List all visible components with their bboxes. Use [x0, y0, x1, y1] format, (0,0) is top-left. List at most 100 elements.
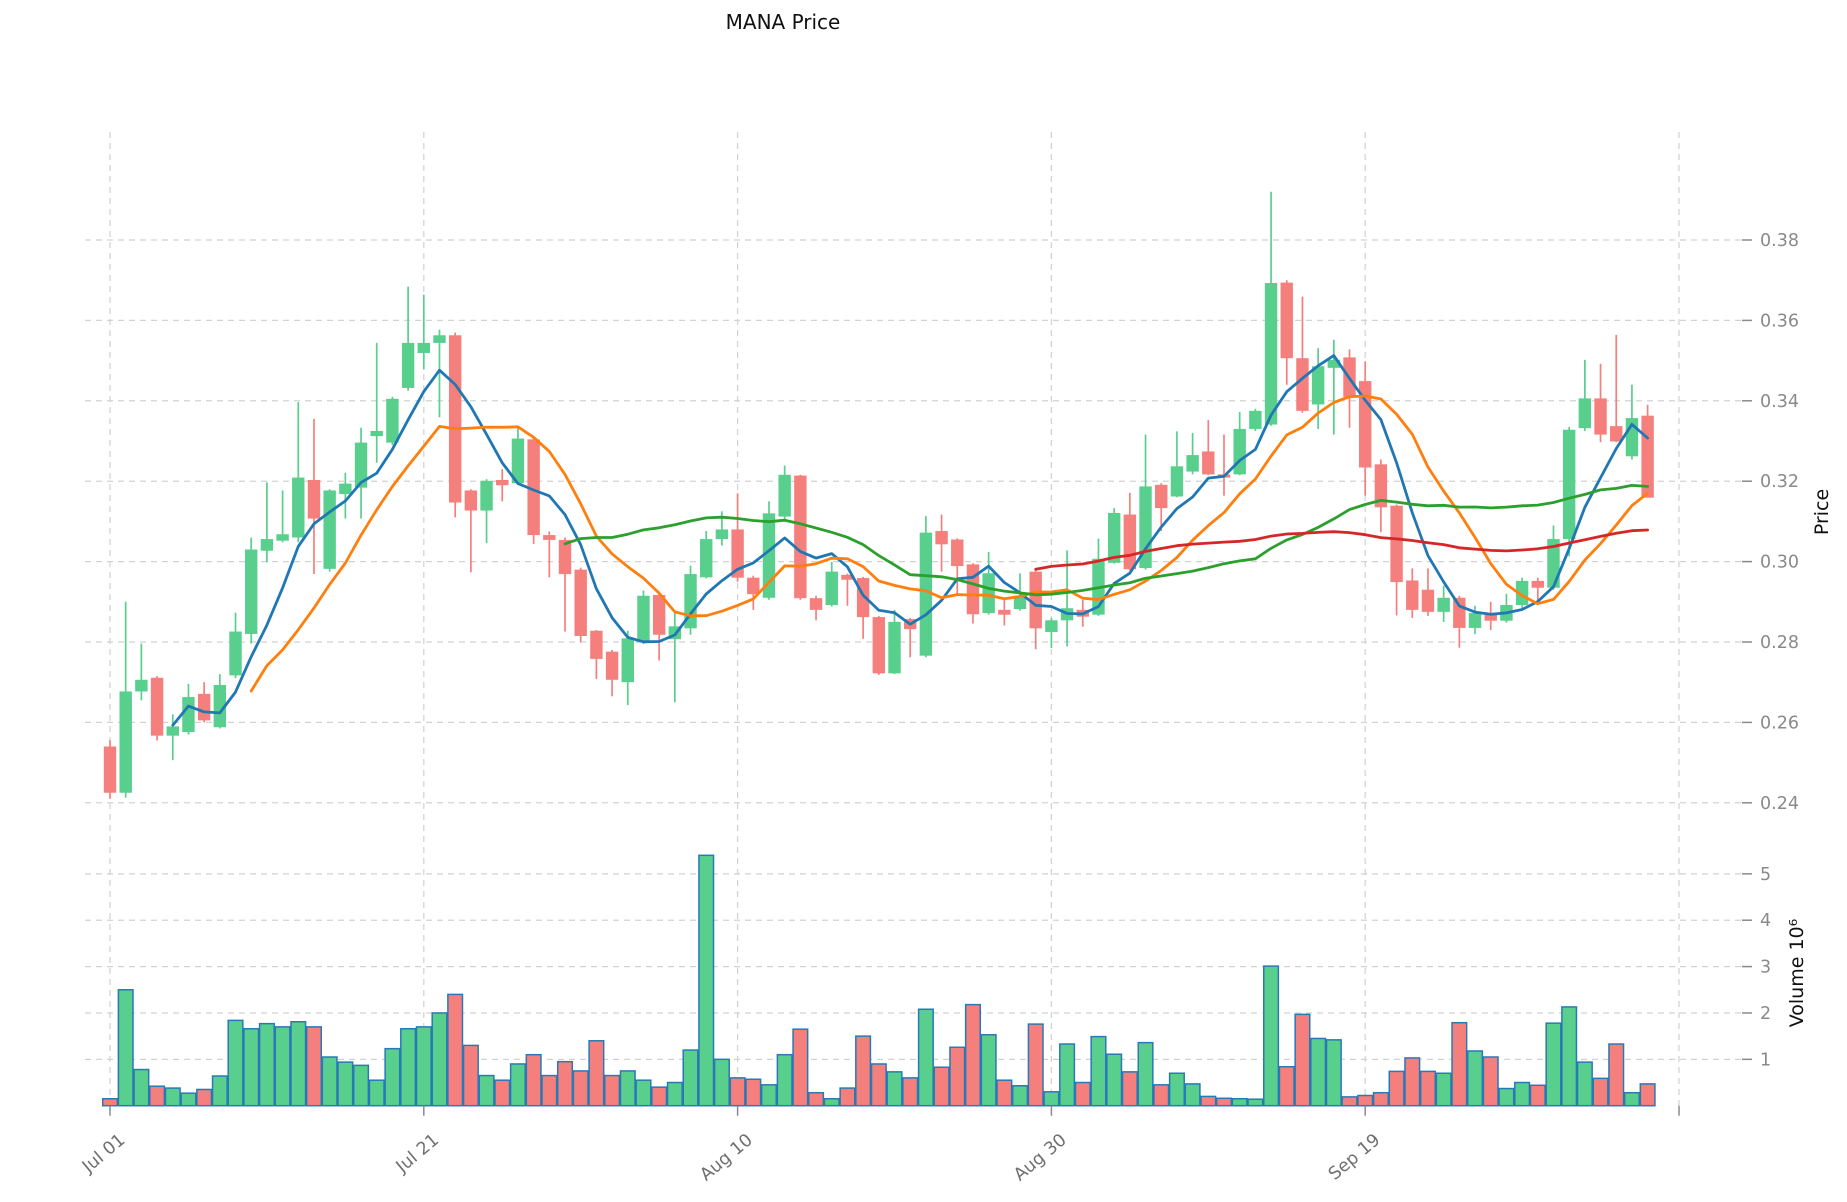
volume-bar — [855, 1035, 872, 1107]
candle-up — [323, 490, 336, 569]
candle-down — [998, 609, 1011, 615]
volume-bar — [478, 1074, 495, 1107]
candle-up — [1013, 595, 1027, 610]
candle-up — [825, 571, 838, 606]
candle-up — [245, 549, 258, 634]
candle-down — [841, 574, 854, 580]
candle-up — [621, 638, 634, 683]
volume-bar — [666, 1081, 683, 1107]
candle-down — [558, 539, 572, 575]
volume-bar — [619, 1070, 636, 1107]
volume-bar — [886, 1071, 903, 1107]
candle-up — [982, 573, 995, 614]
candle-up — [1249, 410, 1262, 429]
volume-bar — [1184, 1083, 1201, 1107]
candle-up — [1170, 466, 1184, 497]
volume-bar — [415, 1026, 432, 1107]
candle-up — [135, 679, 148, 692]
y-tick-label: 0.34 — [1760, 392, 1799, 412]
candle-up — [213, 685, 227, 728]
volume-axis-label: Volume 10⁶ — [1786, 918, 1808, 1028]
x-tick-label: Jul 01 — [78, 1130, 129, 1177]
volume-bar — [196, 1088, 213, 1107]
volume-bar — [1545, 1022, 1562, 1107]
volume-bar — [337, 1061, 354, 1107]
sma60-line — [1034, 528, 1649, 571]
candle-up — [433, 335, 446, 343]
volume-bar — [400, 1027, 417, 1107]
volume-bar — [462, 1044, 479, 1107]
candle-down — [1202, 451, 1215, 475]
candle-up — [511, 438, 525, 484]
y-tick-label: 5 — [1760, 865, 1771, 885]
candle-down — [1406, 580, 1419, 610]
y-tick-label: 0.38 — [1760, 231, 1799, 251]
volume-bar — [211, 1075, 228, 1107]
candle-up — [339, 483, 352, 495]
volume-bar — [949, 1046, 966, 1107]
candle-up — [1515, 580, 1529, 606]
candle-up — [1437, 597, 1450, 612]
candle-up — [637, 595, 650, 643]
volume-bar — [1435, 1072, 1452, 1107]
volume-bar — [1106, 1053, 1123, 1107]
volume-bar — [1153, 1084, 1170, 1107]
candle-down — [935, 531, 948, 545]
volume-bar — [808, 1091, 825, 1107]
volume-bar — [1419, 1070, 1437, 1107]
volume-bar — [290, 1021, 307, 1107]
volume-bar — [447, 993, 464, 1107]
volume-bar — [1357, 1094, 1374, 1107]
volume-bar — [1278, 1065, 1295, 1107]
volume-bar — [604, 1074, 621, 1107]
candle-up — [119, 691, 132, 793]
candle-up — [700, 539, 713, 578]
volume-bar — [682, 1049, 699, 1107]
volume-bar — [572, 1070, 589, 1107]
candle-bodies — [103, 282, 1654, 793]
volume-bar — [776, 1053, 793, 1107]
volume-bar — [1059, 1043, 1076, 1107]
volume-bar — [823, 1097, 840, 1107]
volume-bar — [525, 1053, 542, 1107]
volume-bar — [1090, 1035, 1107, 1107]
y-tick-label: 0.28 — [1760, 633, 1799, 653]
volume-bar — [980, 1034, 997, 1107]
volume-bar — [227, 1019, 244, 1107]
candle-down — [872, 617, 886, 674]
volume-bar — [133, 1068, 150, 1107]
x-axis-ticks: Jul 01 Jul 21 Aug 10 Aug 30 Sep 19 — [78, 1105, 1680, 1185]
candle-down — [527, 439, 540, 536]
candle-up — [1562, 429, 1576, 540]
candle-up — [229, 631, 242, 676]
volume-bar — [839, 1087, 856, 1107]
candle-down — [747, 577, 760, 595]
candle-up — [1045, 620, 1058, 632]
volume-bar — [1623, 1091, 1640, 1107]
y-tick-label: 1 — [1760, 1050, 1771, 1070]
candle-down — [1484, 613, 1497, 621]
volume-bar — [1576, 1061, 1593, 1107]
candle-up — [1578, 398, 1592, 429]
volume-bar — [1027, 1023, 1044, 1107]
volume-bar — [321, 1056, 338, 1107]
volume-bar — [1514, 1081, 1531, 1107]
candle-down — [951, 539, 964, 567]
candle-down — [150, 677, 164, 736]
candle-down — [731, 529, 744, 578]
sma5-line — [171, 354, 1649, 727]
grid-lines — [85, 132, 1742, 1106]
volume-bar — [1561, 1006, 1578, 1107]
volume-bar — [164, 1087, 181, 1107]
volume-bar — [760, 1084, 778, 1107]
candle-up — [182, 697, 195, 733]
volume-bar — [588, 1040, 605, 1107]
candle-up — [1233, 428, 1246, 475]
moving-average-lines — [171, 354, 1649, 727]
candle-up — [715, 529, 729, 540]
candle-down — [809, 598, 823, 610]
candle-down — [197, 693, 211, 721]
x-tick-label: Aug 30 — [1010, 1130, 1070, 1185]
volume-bar — [1529, 1084, 1546, 1107]
